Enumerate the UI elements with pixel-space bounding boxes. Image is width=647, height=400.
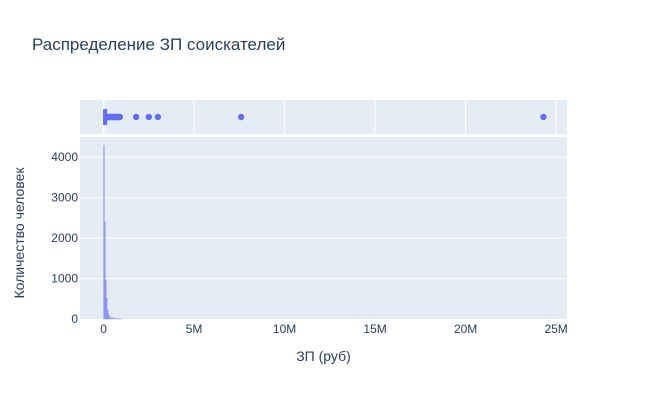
y-tick-label: 4000 [51,150,78,164]
histogram-bars [103,144,122,320]
outlier-point [116,113,124,121]
y-axis-title: Количество человек [11,167,27,299]
histogram-panel [80,137,567,319]
y-tick-label: 1000 [51,272,78,286]
histogram-bar [108,316,112,320]
x-axis-ticks: 0 5M 10M 15M 20M 25M [100,322,568,336]
chart-title: Распределение ЗП соискателей [32,35,285,54]
y-tick-label: 0 [71,312,78,326]
outlier-point [237,113,245,121]
outlier-point [540,113,547,121]
histogram-bar [110,317,115,320]
y-tick-label: 2000 [51,231,78,245]
y-tick-label: 3000 [51,191,78,205]
histogram-bar [104,221,106,320]
x-tick-label: 15M [363,322,386,336]
box-plot [103,109,547,125]
outlier-point [145,113,152,121]
outlier-point [132,113,140,121]
x-axis-title: ЗП (руб) [296,348,351,364]
x-tick-label: 25M [544,322,567,336]
x-tick-label: 5M [186,322,203,336]
grid-lines [80,100,567,280]
outlier-point [154,113,162,121]
histogram-bar [106,297,108,320]
box-plot-panel [80,100,567,134]
x-tick-label: 20M [454,322,477,336]
y-axis-ticks: 0 1000 2000 3000 4000 [51,150,78,326]
x-tick-label: 10M [273,322,296,336]
x-tick-label: 0 [100,322,107,336]
